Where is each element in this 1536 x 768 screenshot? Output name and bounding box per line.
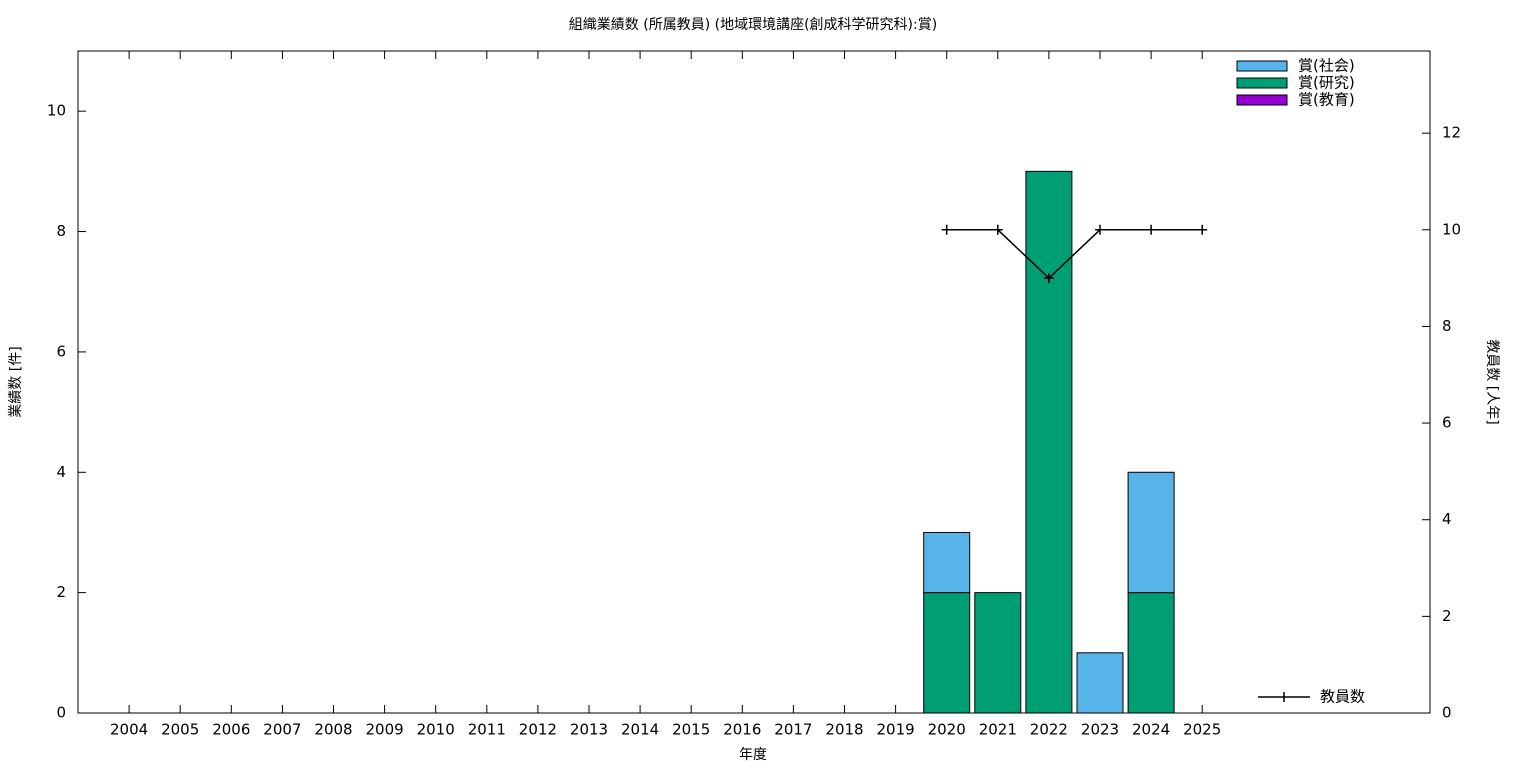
point-marker [1095, 224, 1105, 235]
y2-tick-label: 8 [1442, 317, 1452, 335]
point-marker [1043, 273, 1054, 284]
point-marker [1146, 224, 1157, 235]
bar [923, 592, 971, 714]
x-tick-label: 2004 [110, 721, 148, 739]
x-tick-label: 2007 [263, 721, 301, 739]
y-tick-label: 4 [56, 463, 66, 481]
x-tick-label: 2008 [314, 721, 352, 739]
bar [1127, 471, 1175, 594]
chart-title: 組織業績数 (所属教員) (地域環境講座(創成科学研究科):賞) [569, 17, 937, 33]
y2-tick-label: 12 [1442, 124, 1461, 142]
bar [974, 592, 1022, 714]
legend-swatch [1236, 60, 1288, 72]
y2-tick-label: 0 [1442, 704, 1452, 722]
x-tick-label: 2017 [774, 721, 812, 739]
x-tick-label: 2022 [1030, 721, 1068, 739]
y2-tick-label: 10 [1442, 220, 1461, 238]
bar [1025, 170, 1073, 714]
y-tick-label: 8 [56, 222, 66, 240]
x-tick-label: 2011 [468, 721, 506, 739]
point-marker [941, 224, 952, 235]
line [946, 229, 1203, 280]
y2-axis-label: 教員数 [人年] [1484, 339, 1500, 424]
bar [1076, 652, 1124, 714]
legend-label: 賞(社会) [1298, 57, 1355, 75]
point-marker [1197, 224, 1208, 235]
legend-label: 賞(教育) [1298, 91, 1355, 109]
x-tick-label: 2014 [621, 721, 659, 739]
legend-line [1258, 692, 1310, 702]
legend-swatch [1236, 94, 1288, 106]
legend-swatch [1236, 77, 1288, 89]
x-tick-label: 2010 [417, 721, 455, 739]
x-tick-label: 2023 [1081, 721, 1119, 739]
x-tick-label: 2019 [877, 721, 915, 739]
x-tick-label: 2012 [519, 721, 557, 739]
y-axis-label: 業績数 [件] [8, 346, 24, 417]
plot-frame [77, 50, 1431, 714]
y-tick-label: 10 [47, 102, 66, 120]
y-tick-label: 0 [56, 704, 66, 722]
x-tick-label: 2021 [979, 721, 1017, 739]
x-tick-label: 2024 [1132, 721, 1170, 739]
y2-tick-label: 4 [1442, 510, 1452, 528]
y2-tick-label: 6 [1442, 414, 1452, 432]
x-tick-label: 2015 [672, 721, 710, 739]
x-tick-label: 2005 [161, 721, 199, 739]
x-tick-label: 2009 [366, 721, 404, 739]
x-tick-label: 2018 [825, 721, 863, 739]
x-axis-label: 年度 [739, 747, 767, 763]
x-tick-label: 2025 [1183, 721, 1221, 739]
y-tick-label: 2 [56, 583, 66, 601]
y2-tick-label: 2 [1442, 607, 1452, 625]
bar [923, 531, 971, 594]
x-tick-label: 2020 [928, 721, 966, 739]
legend-label: 教員数 [1320, 688, 1365, 706]
y-tick-label: 6 [56, 342, 66, 360]
x-tick-label: 2006 [212, 721, 250, 739]
point-marker [992, 224, 1003, 235]
bar [1127, 592, 1175, 714]
x-tick-label: 2016 [723, 721, 761, 739]
x-tick-label: 2013 [570, 721, 608, 739]
legend-label: 賞(研究) [1298, 74, 1355, 92]
